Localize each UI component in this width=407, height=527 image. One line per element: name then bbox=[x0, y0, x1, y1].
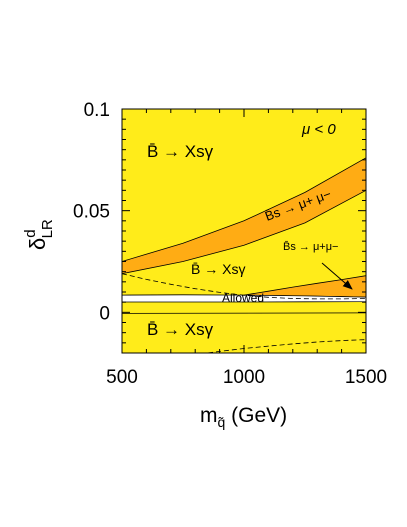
annotation-bxs-top: B̄ → Xsγ bbox=[147, 142, 214, 161]
annotation-mu: μ < 0 bbox=[301, 121, 336, 138]
x-tick-label: 1000 bbox=[223, 367, 265, 388]
allowed-region bbox=[122, 294, 366, 303]
annotation-bs-mumu-lower: B̄s → μ+μ− bbox=[283, 240, 338, 253]
dashed-line-lower bbox=[204, 339, 366, 353]
bs-mumu-upper-band bbox=[122, 157, 366, 275]
y-axis-label: δdLR bbox=[22, 219, 56, 250]
dashed-line-upper bbox=[122, 273, 366, 300]
y-tick-label: 0 bbox=[99, 303, 110, 324]
annotation-allowed: Allowed bbox=[222, 291, 264, 305]
x-tick-label: 1500 bbox=[345, 367, 387, 388]
bxs-boundary-line bbox=[122, 312, 366, 314]
annotation-bxs-bottom: B̄ → Xsγ bbox=[147, 320, 214, 339]
annotation-arrow bbox=[321, 262, 353, 290]
x-tick-label: 500 bbox=[106, 367, 138, 388]
annotation-bxs-mid: B̄ → Xsγ bbox=[191, 261, 245, 277]
y-tick-label: 0.1 bbox=[84, 100, 110, 121]
y-tick-label: 0.05 bbox=[73, 202, 110, 223]
x-axis-label: mq̃ (GeV) bbox=[200, 404, 287, 430]
